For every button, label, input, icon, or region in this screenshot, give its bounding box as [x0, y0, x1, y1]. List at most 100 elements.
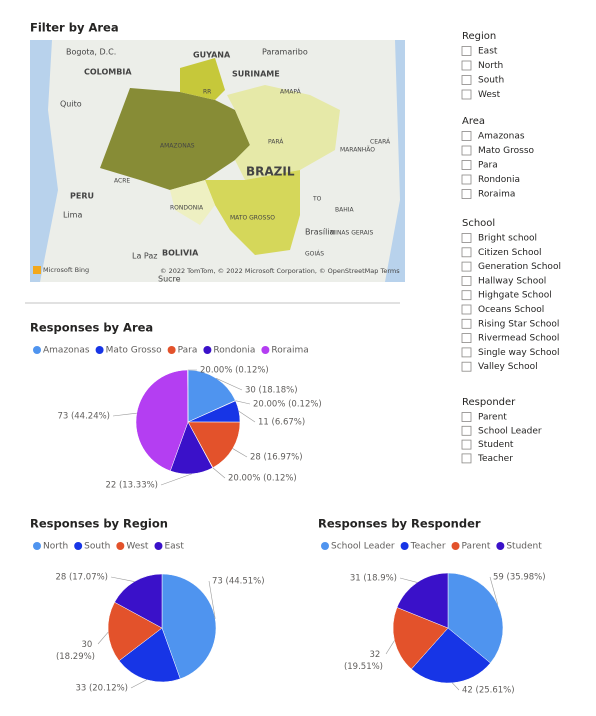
- checkbox[interactable]: [461, 160, 472, 170]
- slicer-item[interactable]: Student: [478, 440, 514, 450]
- state-para[interactable]: [227, 85, 340, 180]
- slicer-item[interactable]: South: [478, 76, 504, 86]
- slicer-item[interactable]: Citizen School: [478, 248, 542, 258]
- checkbox[interactable]: [461, 275, 472, 286]
- slicer-item[interactable]: Generation School: [478, 262, 561, 272]
- bing-logo: [33, 266, 41, 274]
- legend-label[interactable]: South: [84, 542, 110, 552]
- legend-marker: [74, 542, 83, 550]
- legend-label[interactable]: Roraima: [271, 346, 308, 356]
- legend-label[interactable]: Student: [506, 542, 542, 552]
- slicer-title: School: [462, 218, 495, 229]
- legend-marker: [33, 542, 41, 550]
- slicer-item[interactable]: Parent: [478, 413, 507, 423]
- checkbox[interactable]: [461, 46, 472, 56]
- checkbox[interactable]: [461, 412, 472, 422]
- slicer-item[interactable]: Bright school: [478, 234, 537, 244]
- checkbox[interactable]: [461, 233, 472, 243]
- checkbox[interactable]: [461, 439, 472, 450]
- pie-slice[interactable]: [392, 607, 449, 670]
- checkbox[interactable]: [461, 261, 472, 272]
- data-label: 30 (18.29%): [56, 640, 95, 662]
- legend-label[interactable]: Mato Grosso: [106, 346, 163, 356]
- pie-slice[interactable]: [411, 627, 491, 684]
- slicer-item[interactable]: Para: [478, 161, 498, 171]
- map-label: Lima: [63, 211, 82, 220]
- legend-label[interactable]: Amazonas: [43, 346, 90, 356]
- legend-label[interactable]: North: [43, 542, 68, 552]
- checkbox[interactable]: [461, 361, 472, 372]
- checkbox[interactable]: [461, 145, 472, 156]
- leader-line: [385, 640, 395, 655]
- data-label: 59 (35.98%): [493, 573, 546, 583]
- legend-label[interactable]: Rondonia: [213, 346, 255, 356]
- slicer-item[interactable]: Single way School: [478, 348, 559, 358]
- legend-marker: [167, 346, 176, 354]
- chart-title: Responses by Responder: [318, 517, 481, 531]
- slicer-item[interactable]: Rondonia: [478, 175, 520, 185]
- legend-label[interactable]: East: [164, 542, 184, 552]
- map-label: La Paz: [132, 252, 157, 261]
- slicer-item[interactable]: School Leader: [478, 426, 542, 436]
- state-rondonia[interactable]: [170, 180, 215, 225]
- slicer-title: Area: [462, 116, 485, 127]
- checkbox[interactable]: [461, 89, 472, 100]
- map-label: COLOMBIA: [84, 68, 132, 77]
- slicer-item[interactable]: Rivermead School: [478, 334, 559, 344]
- state-roraima[interactable]: [180, 58, 225, 100]
- leader-line: [235, 400, 251, 405]
- checkbox[interactable]: [461, 318, 472, 329]
- checkbox[interactable]: [461, 189, 472, 199]
- checkbox[interactable]: [461, 347, 472, 358]
- slicer-item[interactable]: East: [478, 47, 498, 57]
- map-label: RONDONIA: [170, 205, 204, 212]
- checkbox[interactable]: [461, 304, 472, 315]
- slicer-item[interactable]: Roraima: [478, 190, 515, 200]
- checkbox[interactable]: [461, 247, 472, 258]
- slicer-item[interactable]: Hallway School: [478, 276, 546, 286]
- checkbox[interactable]: [461, 453, 472, 464]
- slicer-item[interactable]: Highgate School: [478, 291, 552, 301]
- slicer-item[interactable]: Mato Grosso: [478, 146, 535, 156]
- legend-marker: [321, 542, 329, 550]
- slicer-item[interactable]: Rising Star School: [478, 319, 559, 329]
- slicer-item[interactable]: Amazonas: [478, 132, 525, 142]
- checkbox[interactable]: [461, 290, 472, 301]
- map[interactable]: Microsoft Bing © 2022 TomTom, © 2022 Mic…: [30, 40, 405, 284]
- slicer-title: Responder: [462, 397, 516, 408]
- data-label: 33 (20.12%): [75, 684, 128, 694]
- pie-slice[interactable]: [396, 572, 449, 629]
- legend-label[interactable]: West: [126, 542, 149, 552]
- checkbox[interactable]: [461, 333, 472, 344]
- checkbox[interactable]: [461, 174, 472, 185]
- slicer-item[interactable]: Oceans School: [478, 305, 544, 315]
- checkbox[interactable]: [461, 131, 472, 141]
- slicer-item[interactable]: North: [478, 61, 503, 71]
- leader-line: [208, 580, 216, 619]
- legend-label[interactable]: Teacher: [410, 542, 446, 552]
- legend-label[interactable]: Para: [178, 346, 198, 356]
- legend-marker: [95, 346, 104, 354]
- map-label: Paramaribo: [262, 48, 308, 57]
- map-label: SURINAME: [232, 70, 280, 79]
- legend-label[interactable]: School Leader: [331, 542, 395, 552]
- pie-slice[interactable]: [447, 572, 504, 664]
- state-mato-grosso[interactable]: [205, 170, 300, 255]
- leader-line: [97, 631, 109, 645]
- leader-line: [130, 679, 147, 689]
- slicer-item[interactable]: Teacher: [477, 454, 513, 464]
- map-title: Filter by Area: [30, 21, 119, 35]
- pie-slice[interactable]: [135, 369, 189, 472]
- pie-slice[interactable]: [161, 573, 217, 680]
- checkbox[interactable]: [461, 75, 472, 85]
- checkbox[interactable]: [461, 425, 472, 436]
- legend-label[interactable]: Parent: [462, 542, 491, 552]
- map-label: ACRE: [114, 178, 130, 185]
- checkbox[interactable]: [461, 60, 472, 71]
- slicer-title: Region: [462, 31, 496, 42]
- state-amazonas[interactable]: [100, 88, 250, 190]
- pie-slice[interactable]: [107, 601, 163, 662]
- slicer-item[interactable]: West: [478, 90, 501, 100]
- slicer-item[interactable]: Valley School: [478, 362, 538, 372]
- map-label: RR: [203, 89, 211, 96]
